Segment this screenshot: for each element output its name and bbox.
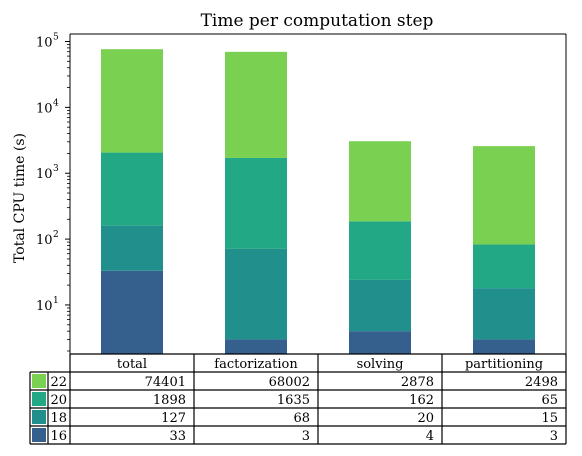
table-header-solving: solving [357, 357, 404, 372]
bar-solving-20 [349, 221, 411, 280]
row-label-20: 20 [50, 393, 67, 408]
table-cell: 4 [426, 429, 434, 444]
bar-partitioning-18 [473, 288, 535, 340]
legend-swatch-18 [32, 410, 46, 424]
y-tick-exponent: 1 [53, 296, 59, 306]
table-cell: 2498 [525, 375, 558, 390]
y-tick-label: 10 [36, 36, 53, 51]
y-tick-label: 10 [36, 167, 53, 182]
table-cell: 162 [409, 393, 434, 408]
table-cell: 68 [293, 411, 310, 426]
row-label-16: 16 [50, 429, 67, 444]
legend-swatch-22 [32, 374, 46, 388]
table-cell: 1635 [277, 393, 310, 408]
y-axis-label: Total CPU time (s) [12, 133, 28, 263]
bar-partitioning-22 [473, 146, 535, 245]
row-label-18: 18 [50, 411, 67, 426]
table-header-total: total [117, 357, 147, 372]
table-cell: 15 [541, 411, 558, 426]
bar-solving-16 [349, 331, 411, 354]
y-tick-exponent: 2 [53, 230, 59, 240]
legend-swatch-16 [32, 428, 46, 442]
bars-layer [69, 33, 567, 354]
chart-title: Time per computation step [201, 11, 434, 31]
y-tick-exponent: 5 [53, 33, 59, 43]
table-cell: 33 [169, 429, 186, 444]
table-cell: 2878 [401, 375, 434, 390]
table-cell: 68002 [269, 375, 310, 390]
y-tick-label: 10 [36, 101, 53, 116]
table-cell: 127 [161, 411, 186, 426]
bar-partitioning-20 [473, 244, 535, 289]
table-cell: 3 [550, 429, 558, 444]
bar-solving-18 [349, 279, 411, 332]
data-table: total factorization solving partitioning 22 7… [29, 353, 567, 445]
bar-total-16 [101, 270, 163, 354]
bar-factorization-22 [225, 51, 287, 158]
bar-factorization-18 [225, 248, 287, 340]
y-tick-exponent: 3 [53, 164, 59, 174]
table-header-factorization: factorization [214, 357, 298, 372]
bar-partitioning-16 [473, 339, 535, 354]
table-cell: 3 [302, 429, 310, 444]
table-cell: 65 [541, 393, 558, 408]
y-tick-exponent: 4 [53, 98, 59, 108]
bar-total-20 [101, 152, 163, 226]
y-tick-label: 10 [36, 233, 53, 248]
row-label-22: 22 [50, 375, 67, 390]
table-cell: 74401 [145, 375, 186, 390]
bar-factorization-20 [225, 157, 287, 249]
bar-factorization-16 [225, 339, 287, 354]
bar-solving-22 [349, 141, 411, 222]
y-tick-label: 10 [36, 299, 53, 314]
bar-total-18 [101, 225, 163, 271]
table-cell: 1898 [153, 393, 186, 408]
legend-swatch-20 [32, 392, 46, 406]
table-header-partitioning: partitioning [465, 357, 543, 372]
table-cell: 20 [417, 411, 434, 426]
bar-total-22 [101, 49, 163, 153]
